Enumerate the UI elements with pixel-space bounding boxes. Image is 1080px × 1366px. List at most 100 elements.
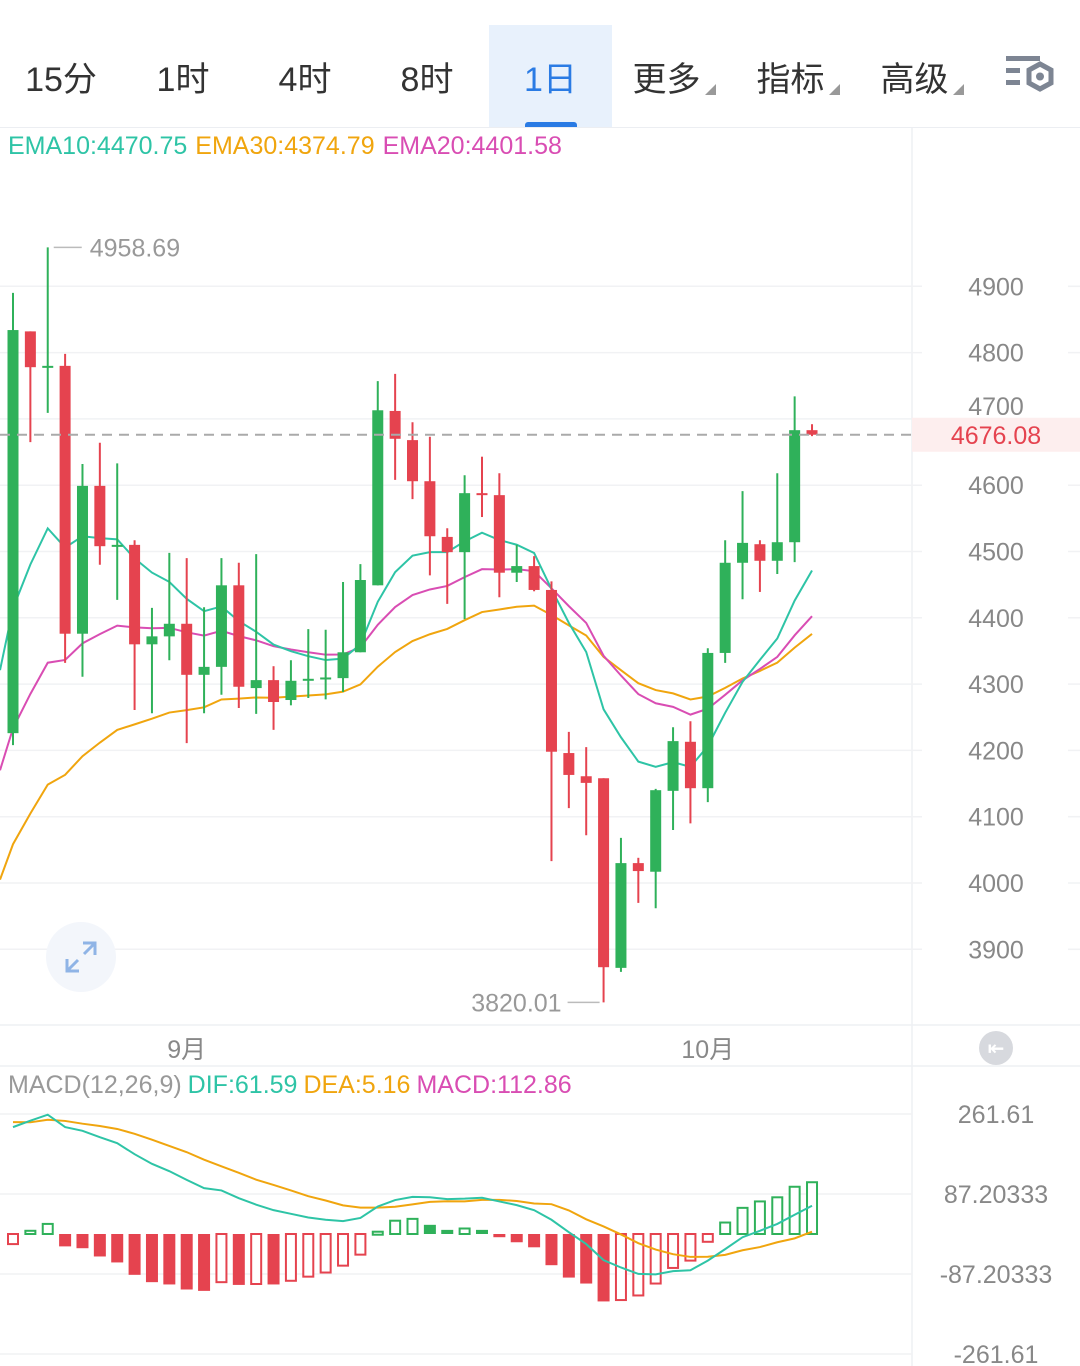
macd-histogram-bar [389,1219,402,1235]
candle-body [76,485,88,634]
macd-histogram-bar [59,1234,72,1247]
macd-histogram-bar [93,1234,106,1257]
tab-label: 高级 [880,60,949,99]
tab-3[interactable]: 8时 [366,25,488,127]
tab-2[interactable]: 4时 [244,25,366,127]
candle [76,463,88,677]
candle-body [233,585,245,687]
candle [424,436,436,576]
candle [737,491,749,600]
candle [111,463,123,600]
candle-body [754,544,766,561]
scroll-to-latest-button[interactable]: ⇤ [979,1031,1013,1065]
macd-histogram-bar [458,1227,471,1235]
macd-legend: MACD(12,26,9) DIF:61.59 DEA:5.16 MACD:112.8… [8,1071,578,1100]
chart-settings-icon [1006,56,1054,92]
candle-body [598,778,610,968]
candle-body [563,753,575,775]
dropdown-triangle-icon [704,84,716,95]
candle-body [198,666,210,675]
candle [615,837,627,972]
candle [789,396,801,563]
macd-histogram-bar [562,1234,575,1278]
macd-histogram-bar [41,1222,54,1235]
macd-histogram-bar [319,1233,332,1274]
expand-icon [65,941,97,973]
candle-body [285,680,297,701]
candle-body [372,410,384,586]
candle [42,247,54,413]
macd-histogram-bar [493,1234,506,1238]
ema10-value: EMA10:4470.75 [8,132,188,160]
candle-body [354,580,366,653]
candle [441,528,453,604]
tab-6[interactable]: 指标 [736,25,860,127]
price-tick-label: 4800 [968,340,1024,368]
macd-tick-label: 261.61 [958,1101,1034,1129]
candle [285,660,297,706]
macd-tick-label: -87.20333 [940,1261,1053,1289]
macd-histogram-bar [145,1234,158,1283]
macd-histogram-bar [371,1230,384,1236]
candle [198,607,210,714]
price-tick-label: 4000 [968,870,1024,898]
tab-1[interactable]: 1时 [122,25,244,127]
candle [667,727,679,830]
rewind-icon: ⇤ [987,1037,1005,1060]
candle [407,422,419,500]
macd-histogram-bar [719,1221,732,1235]
macd-histogram-bar [111,1234,124,1263]
macd-histogram-bar [649,1233,662,1285]
candle [476,456,488,518]
candle [459,475,471,620]
candle [7,292,19,746]
candle [302,629,314,699]
candle-body [476,493,488,496]
macd-histogram-bar [354,1233,367,1256]
dif-line [12,1113,813,1276]
candle-body [441,536,453,553]
candle-body [59,365,71,634]
macd-histogram-bar [24,1229,37,1236]
tab-4[interactable]: 1日 [489,25,612,127]
tab-0[interactable]: 15分 [0,25,122,127]
candle-body [389,410,401,439]
macd-histogram-bar [7,1233,19,1246]
candle-body [459,493,471,553]
candle-body [719,562,731,653]
candle [337,581,349,693]
timeframe-tab-bar: 15分 1时 4时 8时 1日 更多 指标 高级 [0,0,1080,128]
price-tick-label: 4600 [968,472,1024,500]
tab-5[interactable]: 更多 [612,25,736,127]
tab-7[interactable]: 高级 [860,25,984,127]
date-tick-label: 9月 [167,1036,206,1064]
chart-settings-button[interactable] [1000,52,1060,102]
low-marker-label: 3820.01 [471,989,561,1017]
candle-body [181,623,193,675]
candle-body [771,542,783,561]
candle-body [146,636,158,645]
candle-body [407,440,419,482]
macd-histogram-bar [163,1234,176,1285]
macd-histogram-bar [597,1234,610,1302]
candle [59,353,71,663]
candle [320,629,332,700]
candle-body [528,566,540,590]
candle-body [129,544,141,645]
candle [389,373,401,480]
fullscreen-button[interactable] [46,922,116,992]
candle [94,442,106,565]
tab-label: 1时 [156,60,210,99]
candle [215,558,227,695]
candle-body [250,680,262,689]
candle [702,648,714,803]
tab-label: 8时 [400,60,454,99]
macd-histogram-bar [753,1200,766,1236]
macd-histogram-bar [667,1233,680,1269]
price-tick-label: 4700 [968,393,1024,421]
candle [632,857,644,903]
macd-histogram-bar [76,1234,89,1249]
candle [563,731,575,809]
dea-line [12,1118,813,1258]
